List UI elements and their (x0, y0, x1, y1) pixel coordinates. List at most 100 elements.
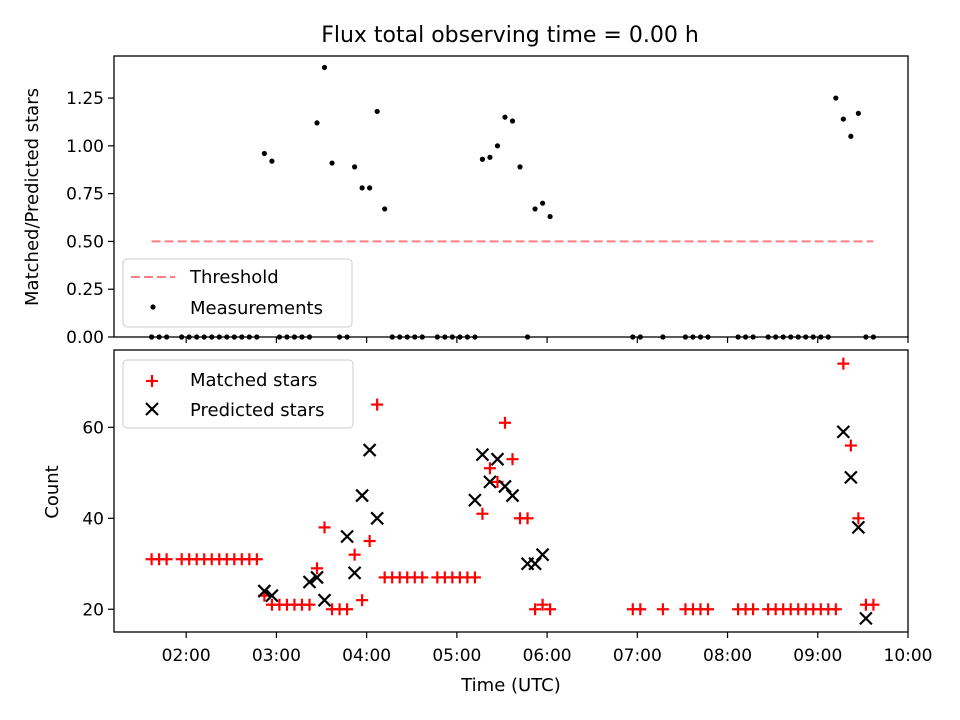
bottom-plot-area: 20 40 60 02:00 03:00 04:00 05:00 06:00 07:00 08:… (42, 349, 933, 696)
top-y-tick-label: 1.25 (66, 89, 104, 109)
matched-legend-swatch (146, 375, 158, 387)
top-y-axis-label: Matched/Predicted stars (22, 88, 43, 306)
bottom-x-tick-label: 09:00 (793, 646, 842, 666)
matched-star-point (416, 571, 429, 584)
matched-star-point (844, 439, 857, 452)
matched-star-point (829, 603, 842, 616)
bottom-x-tick-label: 07:00 (613, 646, 662, 666)
predicted-star-point (370, 511, 384, 526)
top-y-tick-label: 0.00 (66, 328, 104, 348)
matched-star-point (747, 603, 760, 616)
predicted-star-point (490, 452, 505, 466)
bottom-x-tick-label: 06:00 (523, 646, 572, 666)
predicted-star-point (859, 611, 873, 626)
measurement-point (261, 150, 267, 157)
bottom-y-tick-label: 40 (82, 509, 104, 529)
measurement-point (374, 108, 380, 115)
predicted-star-point (535, 547, 550, 562)
top-legend: Threshold Measurements (122, 258, 353, 328)
matched-star-point (521, 512, 534, 525)
top-y-tick-label: 0.50 (66, 232, 104, 252)
bottom-legend-box (122, 359, 354, 429)
bottom-x-tick-label: 08:00 (703, 646, 752, 666)
bottom-x-ticks: 02:00 03:00 04:00 05:00 06:00 07:00 08:00 09:00… (162, 632, 933, 666)
predicted-star-point (340, 529, 354, 544)
measurement-point (494, 143, 501, 149)
matched-star-point (250, 553, 263, 566)
matched-star-point (318, 521, 331, 534)
matched-star-point (348, 548, 361, 561)
measurement-point (539, 200, 546, 206)
predicted-star-point (483, 475, 497, 489)
measurement-point (848, 133, 854, 139)
predicted-star-point (310, 570, 324, 585)
measurement-point (487, 154, 493, 160)
measurements-legend-label: Measurements (190, 298, 323, 319)
measurement-point (382, 206, 388, 212)
matched-star-point (341, 603, 354, 616)
measurement-point (329, 160, 335, 166)
matched-star-point (656, 603, 669, 616)
measurements-legend-swatch (150, 304, 156, 310)
measurement-point (517, 164, 523, 170)
measurement-point (321, 64, 328, 71)
measurement-point (509, 118, 516, 124)
predicted-star-point (355, 488, 369, 503)
matched-star-point (867, 598, 880, 611)
predicted-star-point (257, 584, 272, 598)
top-x-ticks (185, 337, 909, 343)
predicted-star-point (468, 493, 482, 507)
predicted-legend-label: Predicted stars (190, 400, 324, 421)
top-axes-frame (113, 55, 909, 338)
top-y-tick-label: 1.00 (66, 137, 104, 157)
bottom-y-axis-label: Count (42, 465, 63, 518)
top-series-layer (148, 64, 877, 340)
predicted-star-point (505, 488, 520, 503)
matched-star-point (852, 512, 865, 525)
matched-star-point (506, 453, 519, 466)
top-y-ticks: 0.00 0.25 0.50 0.75 1.00 1.25 (66, 89, 114, 348)
bottom-x-axis-label: Time (UTC) (460, 675, 561, 696)
predicted-star-point (498, 479, 512, 494)
measurement-point (352, 164, 358, 170)
measurement-point (833, 95, 839, 101)
matched-star-point (498, 416, 511, 429)
bottom-x-tick-label: 04:00 (342, 646, 391, 666)
bottom-x-tick-label: 10:00 (884, 646, 933, 666)
top-legend-box (122, 258, 353, 328)
matched-star-point (303, 598, 316, 611)
top-y-tick-label: 0.25 (66, 280, 104, 300)
bottom-legend: Matched stars Predicted stars (122, 359, 354, 429)
matched-star-point (837, 357, 850, 370)
matched-star-point (701, 603, 714, 616)
predicted-star-point (265, 588, 279, 603)
top-plot-area: 0.00 0.25 0.50 0.75 1.00 1.25 Matched/Predict… (22, 55, 909, 348)
predicted-star-point (844, 470, 858, 485)
matched-star-point (634, 603, 647, 616)
predicted-star-point (851, 520, 866, 535)
matched-star-point (371, 398, 384, 411)
bottom-x-tick-label: 02:00 (162, 646, 211, 666)
predicted-star-point (302, 575, 317, 589)
bottom-series-layer (145, 357, 880, 626)
predicted-star-point (362, 443, 377, 457)
predicted-legend-swatch (145, 402, 159, 416)
matched-star-point (311, 562, 324, 575)
matched-star-point (476, 507, 489, 520)
predicted-star-point (528, 556, 542, 571)
measurement-point (855, 110, 861, 116)
bottom-x-tick-label: 03:00 (252, 646, 301, 666)
predicted-star-point (475, 447, 490, 462)
matched-legend-label: Matched stars (190, 370, 317, 391)
matched-star-point (160, 553, 173, 566)
top-chart-title: Flux total observing time = 0.00 h (321, 23, 699, 48)
measurement-point (532, 206, 538, 212)
top-y-tick-label: 0.75 (66, 185, 104, 205)
predicted-star-point (836, 425, 851, 439)
predicted-star-point (317, 593, 332, 607)
matched-star-point (483, 462, 496, 475)
bottom-y-tick-label: 20 (82, 600, 104, 620)
matched-star-point (529, 603, 542, 616)
measurement-point (547, 213, 553, 220)
